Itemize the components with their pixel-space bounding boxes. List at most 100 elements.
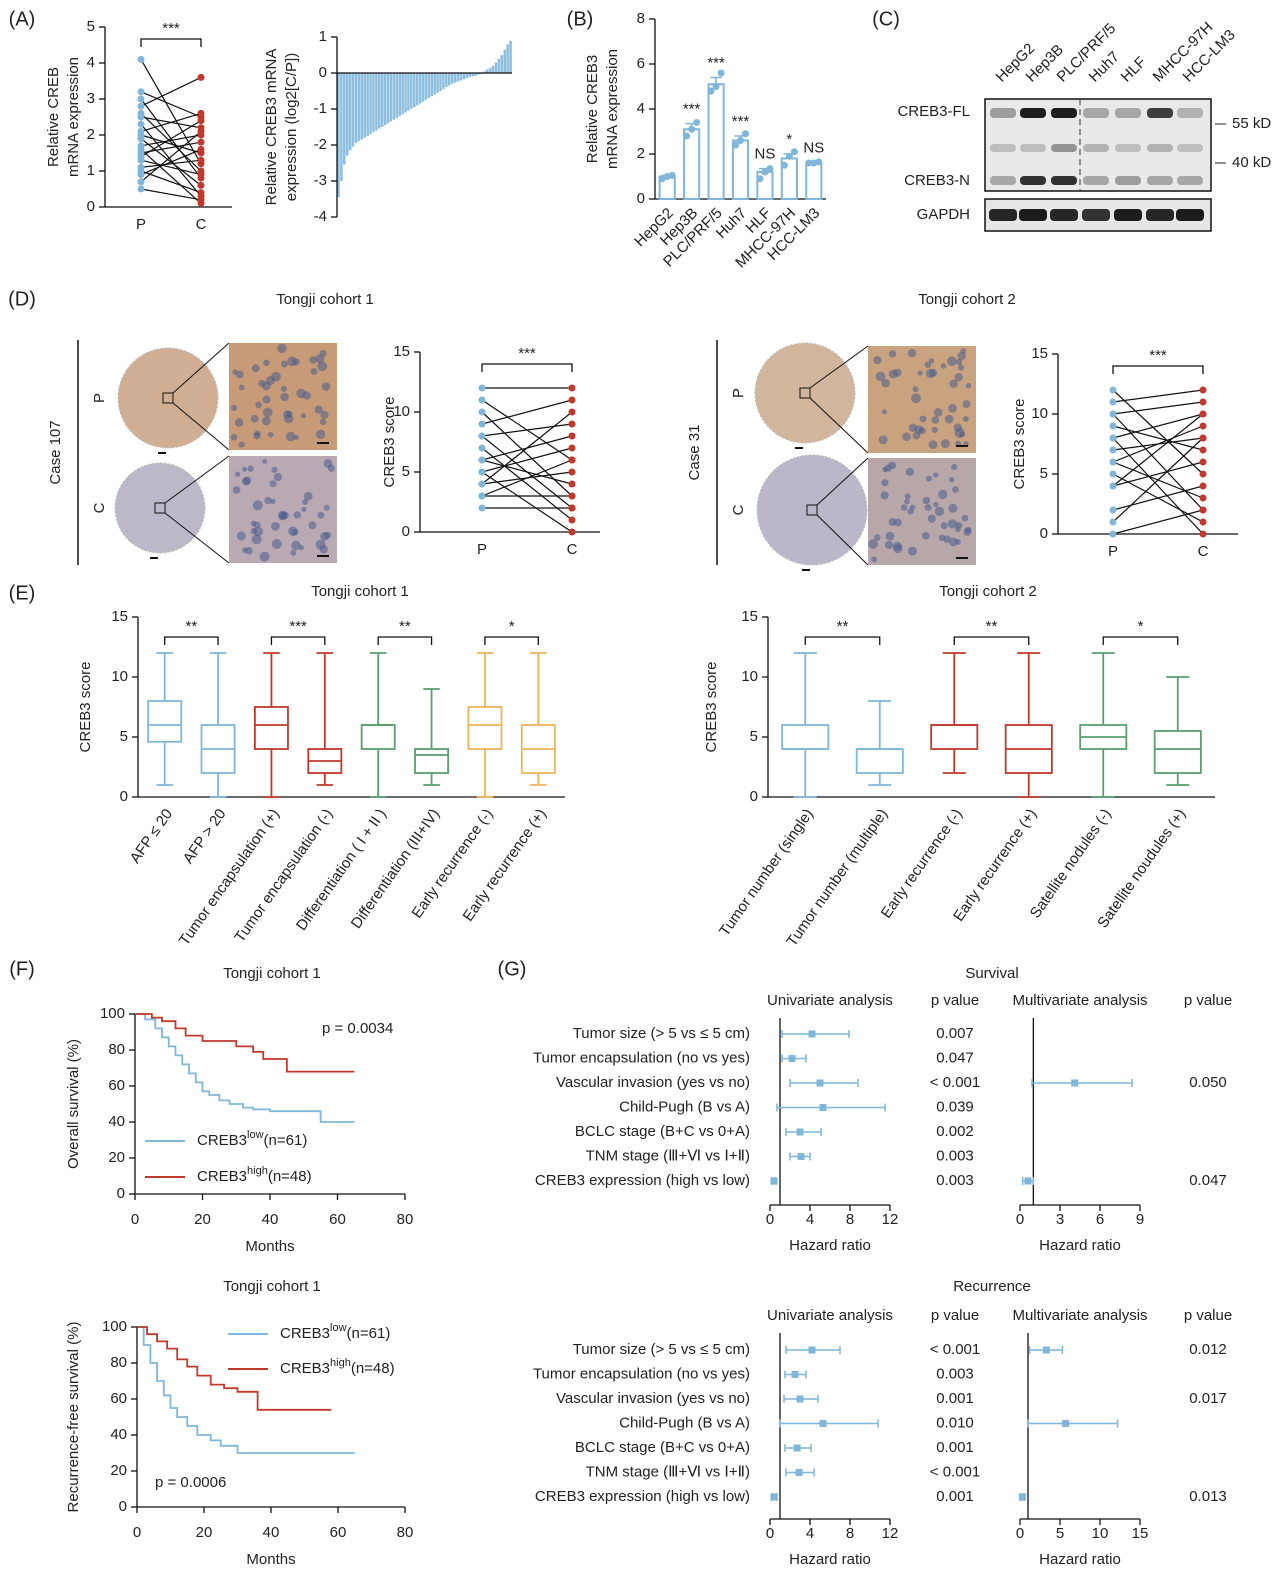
confidence-interval xyxy=(776,1103,886,1112)
nucleus xyxy=(261,416,271,426)
x-tick-label: 0 xyxy=(1016,1211,1024,1228)
bar xyxy=(398,72,402,117)
row-label: Vascular invasion (yes vs no) xyxy=(556,1390,750,1407)
blot-band xyxy=(1083,144,1109,152)
y-tick-label: 10 xyxy=(741,668,758,685)
data-point xyxy=(568,408,576,416)
blot-band xyxy=(1177,144,1203,152)
data-point xyxy=(137,55,145,63)
nucleus xyxy=(893,543,903,554)
nucleus xyxy=(947,356,957,366)
y-tick-label: 60 xyxy=(110,1390,127,1407)
bar xyxy=(354,72,358,144)
hazard-ratio xyxy=(796,1128,804,1136)
nucleus xyxy=(319,545,328,554)
nucleus xyxy=(251,364,260,373)
nucleus xyxy=(236,531,246,541)
confidence-interval xyxy=(779,1419,879,1428)
x-tick-label: 0 xyxy=(766,1525,774,1542)
data-point xyxy=(478,468,486,476)
y-axis-label: expression (log2[C/P]) xyxy=(283,53,300,201)
x-tick-label: 4 xyxy=(806,1211,814,1228)
nucleus xyxy=(271,371,281,382)
p-value: 0.050 xyxy=(1189,1074,1227,1091)
nucleus xyxy=(888,517,897,526)
nucleus xyxy=(921,532,930,540)
x-tick-label: 5 xyxy=(1056,1525,1064,1542)
nucleus xyxy=(947,519,958,529)
legend-label: CREB3low(n=61) xyxy=(197,1129,307,1149)
zoom-line xyxy=(172,342,230,394)
whisker-low xyxy=(1017,773,1041,798)
nucleus xyxy=(327,464,335,472)
nucleus xyxy=(962,415,969,422)
data-point xyxy=(1109,434,1117,442)
data-point xyxy=(790,148,798,156)
zoom-line xyxy=(164,455,230,504)
zoom-line xyxy=(809,397,869,454)
significance-bracket xyxy=(1102,636,1179,645)
x-tick-label: 0 xyxy=(766,1211,774,1228)
row-label: C xyxy=(91,502,108,513)
nucleus xyxy=(269,480,277,488)
nucleus xyxy=(317,511,325,519)
chart-title: Tongji cohort 2 xyxy=(939,583,1037,600)
significance-bracket xyxy=(164,636,219,645)
bar xyxy=(392,72,396,120)
pair-line xyxy=(140,123,202,197)
nucleus xyxy=(868,539,878,549)
bar xyxy=(450,72,454,84)
data-point xyxy=(137,185,145,193)
x-tick-label: P xyxy=(1108,543,1118,560)
nucleus xyxy=(924,361,932,369)
nucleus xyxy=(238,384,245,391)
blot-band xyxy=(1050,209,1078,221)
bar xyxy=(491,65,495,74)
nucleus xyxy=(884,464,892,472)
blot-band xyxy=(990,144,1016,152)
data-point xyxy=(478,396,486,404)
y-axis-label: mRNA expression xyxy=(604,49,621,169)
marker-label: 40 kD xyxy=(1232,154,1271,171)
nucleus xyxy=(234,471,241,477)
panel-label: (A) xyxy=(9,8,36,30)
p-value: < 0.001 xyxy=(930,1074,980,1091)
x-tick-label: 20 xyxy=(196,1524,213,1541)
y-tick-label: 5 xyxy=(87,18,95,35)
whisker-high xyxy=(476,652,494,707)
y-tick-label: 15 xyxy=(111,608,128,625)
y-tick-label: 0 xyxy=(750,788,758,805)
section-title: Multivariate analysis xyxy=(1012,992,1147,1009)
y-tick-label: 10 xyxy=(111,668,128,685)
nucleus xyxy=(271,539,282,549)
case-label: Case 31 xyxy=(686,425,703,481)
bar xyxy=(342,72,346,165)
chart-title: Tongji cohort 1 xyxy=(223,1278,321,1295)
nucleus xyxy=(264,496,272,505)
data-point xyxy=(478,408,486,416)
bar xyxy=(494,62,498,74)
p-value: 0.003 xyxy=(936,1365,974,1382)
p-value: 0.017 xyxy=(1189,1390,1227,1407)
bar xyxy=(731,139,750,200)
significance-label: * xyxy=(786,131,792,148)
nucleus xyxy=(962,400,971,409)
nucleus xyxy=(911,393,921,404)
zoom-frame xyxy=(154,502,166,514)
pair-line xyxy=(140,112,202,132)
nucleus xyxy=(873,355,882,365)
nucleus xyxy=(928,440,938,450)
nucleus xyxy=(965,383,972,389)
data-point xyxy=(1199,398,1207,406)
survival-curve xyxy=(137,1326,332,1411)
nucleus xyxy=(884,540,894,550)
nucleus xyxy=(242,466,248,472)
p-value: < 0.001 xyxy=(930,1463,980,1480)
p-value: 0.001 xyxy=(936,1390,974,1407)
pair-line xyxy=(1112,437,1204,523)
section-title: Multivariate analysis xyxy=(1012,1307,1147,1324)
nucleus xyxy=(254,430,261,437)
pair-line xyxy=(1112,461,1204,487)
nucleus xyxy=(303,491,313,501)
y-tick-label: 6 xyxy=(637,55,645,72)
